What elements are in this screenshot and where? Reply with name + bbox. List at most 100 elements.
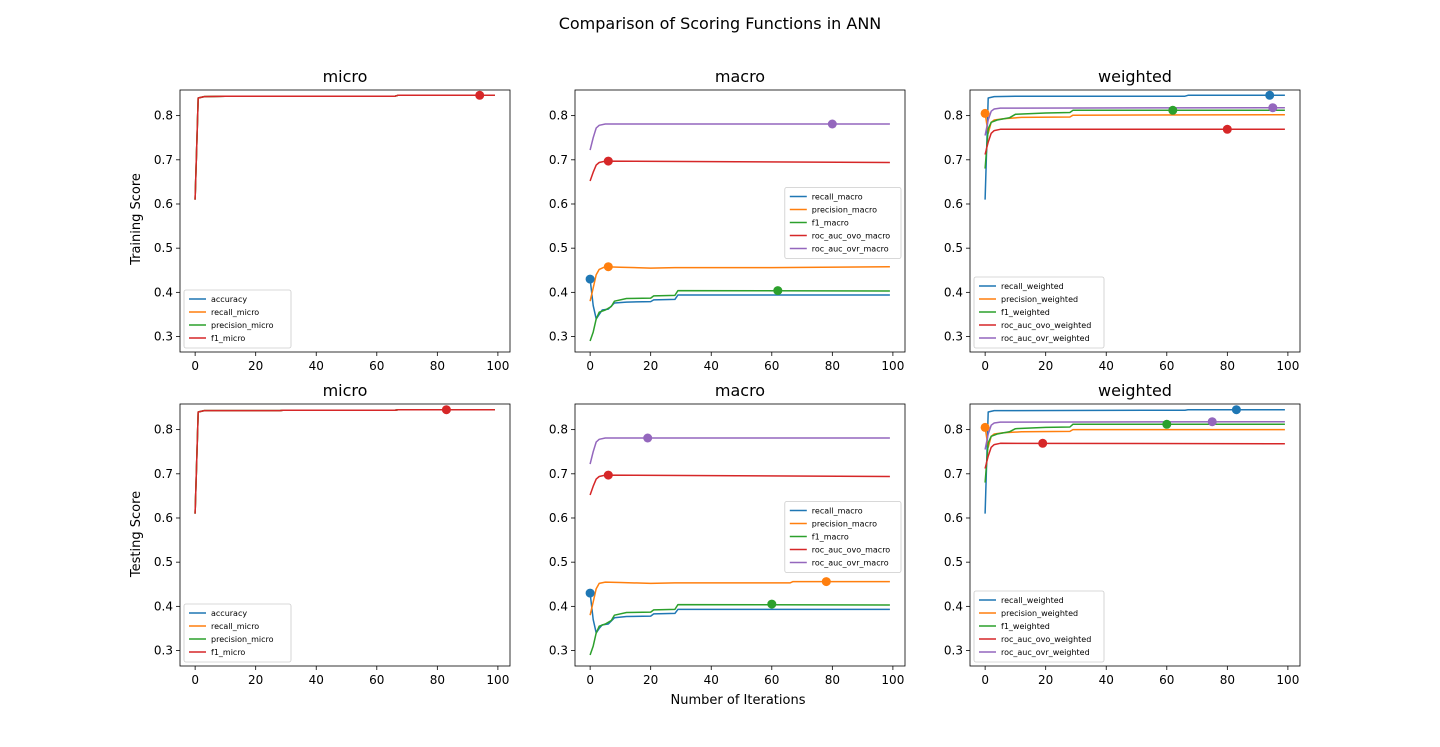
- legend-box: [973, 590, 1105, 663]
- legend-label: precision_weighted: [1001, 295, 1078, 304]
- y-tick-label: 0.8: [549, 109, 568, 123]
- y-tick-label: 0.4: [944, 599, 963, 613]
- x-tick-label: 100: [881, 673, 904, 687]
- y-tick-label: 0.6: [944, 197, 963, 211]
- subplot-micro-testing: micro 0 20 40 60 80 100 0.3 0.4 0.5 0.6 0.7 0.8 accur…: [154, 381, 511, 687]
- y-tick-label: 0.4: [549, 599, 568, 613]
- y-tick-label: 0.3: [944, 330, 963, 344]
- series-line-recall_weighted: [984, 94, 1285, 200]
- y-tick-label: 0.8: [154, 109, 173, 123]
- best-point-marker-precision_weighted: [980, 108, 990, 118]
- x-tick-label: 60: [1159, 673, 1174, 687]
- series-line-precision_weighted: [984, 113, 1285, 135]
- best-point-marker-f1_micro: [441, 405, 451, 415]
- x-tick-label: 60: [764, 359, 779, 373]
- y-tick-label: 0.3: [549, 330, 568, 344]
- legend: recall_weighted precision_weighted f1_weig…: [973, 590, 1105, 663]
- legend: accuracy recall_micro precision_micro f1_mi…: [183, 603, 292, 663]
- series-line-f1_micro: [194, 408, 495, 514]
- x-tick-label: 80: [825, 359, 840, 373]
- series-line-roc_auc_ovo_weighted: [984, 442, 1285, 469]
- legend-label: recall_micro: [211, 308, 259, 317]
- legend-label: precision_macro: [812, 206, 877, 215]
- best-point-marker-precision_weighted: [980, 422, 990, 432]
- y-tick-label: 0.7: [154, 467, 173, 481]
- series-line-precision_micro: [194, 94, 495, 200]
- x-tick-label: 60: [764, 673, 779, 687]
- x-axis-label: Number of Iterations: [671, 693, 806, 708]
- y-tick-label: 0.5: [154, 555, 173, 569]
- best-point-marker-recall_weighted: [1265, 90, 1275, 100]
- x-tick-label: 0: [191, 673, 199, 687]
- series-line-precision_macro: [589, 265, 890, 302]
- best-point-marker-roc_auc_ovr_weighted: [1207, 417, 1217, 427]
- legend-label: precision_micro: [211, 635, 274, 644]
- x-tick-label: 40: [704, 673, 719, 687]
- x-tick-label: 80: [1220, 359, 1235, 373]
- series-line-roc_auc_ovr_weighted: [984, 420, 1285, 450]
- x-tick-label: 100: [881, 359, 904, 373]
- series-lines: [980, 90, 1285, 200]
- legend-label: f1_macro: [812, 219, 849, 228]
- legend-label: accuracy: [211, 295, 247, 304]
- subplot-title: weighted: [1098, 67, 1172, 86]
- x-tick-label: 20: [1038, 359, 1053, 373]
- series-line-accuracy: [194, 94, 495, 200]
- series-line-recall_weighted: [984, 408, 1285, 514]
- y-tick-label: 0.6: [154, 511, 173, 525]
- x-tick-label: 100: [1276, 359, 1299, 373]
- legend: recall_macro precision_macro f1_macro roc_a…: [784, 187, 902, 259]
- legend-label: recall_macro: [812, 507, 863, 516]
- subplot-weighted-testing: weighted 0 20 40 60 80 100 0.3 0.4 0.5 0.6 0.7 0.8 re…: [944, 381, 1301, 687]
- series-lines: [194, 90, 495, 200]
- axes-frame: [179, 89, 511, 353]
- legend-label: roc_auc_ovo_weighted: [1001, 321, 1091, 330]
- series-line-roc_auc_ovo_macro: [589, 474, 890, 496]
- figure-suptitle: Comparison of Scoring Functions in ANN: [559, 14, 882, 33]
- series-lines: [585, 119, 890, 342]
- x-tick-label: 60: [369, 673, 384, 687]
- legend-label: recall_micro: [211, 622, 259, 631]
- axes-frame: [179, 403, 511, 667]
- testing-score-ylabel: Testing Score: [129, 491, 144, 578]
- legend: recall_macro precision_macro f1_macro roc_a…: [784, 501, 902, 573]
- subplot-title: weighted: [1098, 381, 1172, 400]
- y-tick-label: 0.3: [154, 330, 173, 344]
- best-point-marker-recall_weighted: [1231, 405, 1241, 415]
- legend-label: f1_macro: [812, 533, 849, 542]
- y-tick-label: 0.4: [549, 285, 568, 299]
- axes-frame: [969, 403, 1301, 667]
- x-tick-label: 100: [1276, 673, 1299, 687]
- x-tick-label: 40: [704, 359, 719, 373]
- series-lines: [585, 433, 890, 656]
- legend-label: roc_auc_ovo_weighted: [1001, 635, 1091, 644]
- best-point-marker-roc_auc_ovo_weighted: [1222, 124, 1232, 134]
- series-lines: [194, 405, 495, 514]
- y-tick-label: 0.5: [549, 555, 568, 569]
- x-tick-label: 40: [1099, 359, 1114, 373]
- y-tick-label: 0.4: [154, 285, 173, 299]
- y-tick-label: 0.5: [549, 241, 568, 255]
- y-tick-label: 0.5: [154, 241, 173, 255]
- legend-label: roc_auc_ovr_weighted: [1001, 648, 1090, 657]
- x-tick-label: 40: [309, 359, 324, 373]
- axes-frame: [574, 403, 906, 667]
- x-tick-label: 20: [1038, 673, 1053, 687]
- legend-label: recall_weighted: [1001, 596, 1064, 605]
- best-point-marker-f1_macro: [773, 286, 783, 296]
- best-point-marker-f1_weighted: [1162, 419, 1172, 429]
- series-line-accuracy: [194, 408, 495, 514]
- axes-frame: [574, 89, 906, 353]
- best-point-marker-roc_auc_ovo_weighted: [1038, 438, 1048, 448]
- x-tick-label: 80: [1220, 673, 1235, 687]
- series-line-f1_weighted: [984, 423, 1285, 483]
- subplot-title: macro: [715, 381, 765, 400]
- subplot-title: micro: [323, 67, 368, 86]
- legend-label: roc_auc_ovo_macro: [812, 232, 891, 241]
- subplot-weighted-training: weighted 0 20 40 60 80 100 0.3 0.4 0.5 0.6 0.7 0.8 re…: [944, 67, 1301, 373]
- best-point-marker-f1_weighted: [1168, 105, 1178, 115]
- legend-label: f1_weighted: [1001, 308, 1050, 317]
- subplot-grid: micro 0 20 40 60 80 100 0.3 0.4 0.5 0.6 0.7 0.8 accur…: [154, 67, 1301, 687]
- x-tick-label: 100: [486, 359, 509, 373]
